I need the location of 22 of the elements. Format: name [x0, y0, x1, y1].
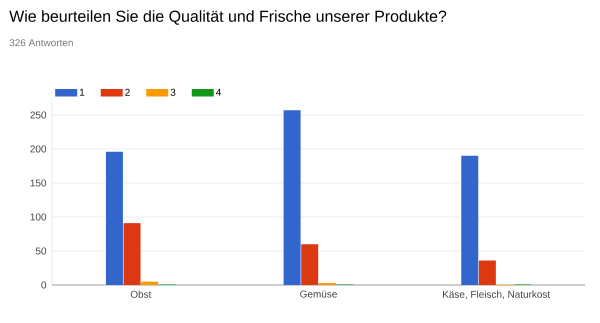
bar — [124, 223, 141, 285]
bar — [106, 152, 123, 285]
y-tick-label: 100 — [30, 213, 46, 221]
y-tick-label: 0 — [41, 281, 46, 289]
bar — [461, 156, 478, 285]
x-tick-label: Obst — [130, 290, 152, 298]
bar — [284, 110, 301, 285]
x-tick-label: Käse, Fleisch, Naturkost — [443, 290, 550, 300]
chart-title: Wie beurteilen Sie die Qualität und Frische unserer Produkte? — [9, 10, 446, 25]
bar — [141, 282, 158, 285]
y-tick-label: 200 — [30, 145, 46, 153]
legend-label: 1 — [80, 88, 84, 96]
y-tick-label: 50 — [36, 247, 46, 255]
y-tick-label: 150 — [30, 179, 46, 187]
bar — [301, 244, 318, 285]
y-tick-label: 250 — [30, 111, 46, 119]
legend-label: 2 — [125, 88, 130, 96]
legend-label: 4 — [216, 88, 222, 96]
legend-label: 3 — [170, 88, 176, 96]
bar — [478, 260, 496, 285]
chart-subtitle: 326 Antworten — [10, 39, 73, 46]
x-tick-label: Gemüse — [300, 290, 337, 298]
